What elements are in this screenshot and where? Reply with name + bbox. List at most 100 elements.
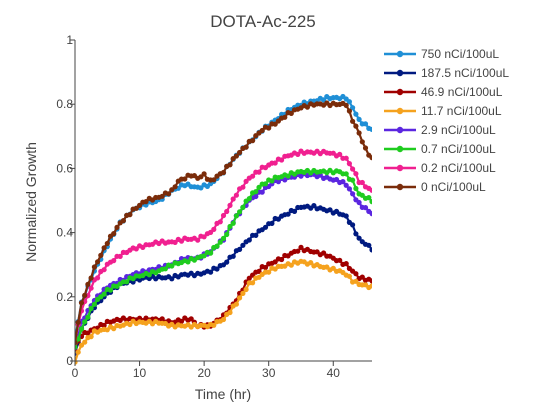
data-point (259, 127, 265, 134)
data-point (288, 110, 294, 116)
data-point (269, 220, 275, 226)
legend-item: 0.2 nCi/100uL (384, 161, 496, 175)
data-point (88, 285, 94, 291)
data-point (127, 321, 133, 328)
data-point (362, 145, 369, 151)
data-point (85, 314, 91, 320)
data-point (114, 224, 120, 230)
data-point (240, 204, 246, 210)
data-point (95, 259, 101, 265)
data-point (350, 105, 356, 111)
data-point (337, 151, 343, 157)
data-point (279, 157, 285, 163)
data-point (243, 178, 249, 184)
x-tick-label: 40 (327, 366, 341, 380)
data-point (366, 195, 372, 201)
legend-item: 2.9 nCi/100uL (384, 123, 496, 137)
legend-swatch-marker (396, 107, 404, 115)
data-point (143, 199, 149, 205)
data-point (201, 171, 207, 177)
data-point (369, 155, 372, 161)
data-point (327, 207, 333, 213)
data-point (78, 300, 85, 306)
legend-swatch-marker (396, 164, 404, 172)
data-point (340, 179, 346, 185)
data-point (227, 309, 233, 316)
data-point (353, 171, 359, 177)
data-point (95, 275, 101, 281)
data-point (101, 291, 107, 297)
data-point (214, 243, 220, 249)
data-point (366, 242, 372, 248)
data-point (88, 334, 94, 340)
data-point (356, 235, 362, 241)
legend-item: 0 nCi/100uL (384, 180, 486, 194)
data-point (272, 121, 278, 127)
data-point (208, 250, 214, 256)
data-point (359, 179, 365, 186)
data-point (369, 211, 372, 217)
data-point (111, 326, 117, 332)
legend-label: 187.5 nCi/100uL (421, 66, 509, 80)
data-point (182, 176, 188, 182)
data-point (137, 202, 143, 208)
legend-label: 0 nCi/100uL (421, 180, 486, 194)
data-point (253, 189, 259, 195)
series-5 (75, 167, 372, 350)
data-point (343, 155, 349, 161)
data-point (250, 173, 256, 179)
data-point (243, 286, 249, 293)
data-point (159, 316, 165, 322)
data-point (350, 166, 356, 172)
data-point (369, 278, 372, 284)
legend-item: 187.5 nCi/100uL (384, 66, 509, 80)
legend-item: 0.7 nCi/100uL (384, 142, 496, 156)
series-group (75, 93, 372, 365)
data-point (359, 274, 365, 280)
data-point (227, 162, 233, 168)
data-point (217, 239, 223, 245)
data-point (208, 269, 214, 275)
series-3 (75, 258, 372, 365)
data-point (75, 349, 81, 355)
legend-swatch-marker (396, 183, 404, 191)
legend-label: 11.7 nCi/100uL (421, 104, 502, 118)
data-point (220, 212, 227, 219)
data-point (343, 171, 349, 177)
legend-item: 11.7 nCi/100uL (384, 104, 502, 118)
data-point (311, 203, 317, 209)
data-point (272, 160, 278, 166)
data-point (217, 219, 223, 225)
data-point (127, 212, 133, 218)
data-point (211, 322, 217, 328)
data-point (337, 257, 343, 263)
data-point (353, 271, 359, 277)
legend-swatch-marker (396, 88, 404, 96)
data-point (75, 319, 81, 325)
data-point (356, 199, 362, 206)
data-point (321, 97, 327, 103)
data-point (162, 266, 168, 272)
data-point (201, 234, 207, 240)
data-point (304, 104, 310, 110)
data-point (146, 272, 152, 278)
data-point (346, 99, 352, 105)
data-point (240, 290, 246, 296)
legend-label: 46.9 nCi/100uL (421, 85, 503, 99)
data-point (224, 208, 230, 215)
data-point (120, 218, 126, 224)
y-tick-label: 0.2 (56, 290, 73, 304)
data-point (369, 247, 372, 253)
data-point (240, 184, 246, 190)
data-point (353, 123, 359, 129)
data-point (91, 301, 97, 307)
data-point (256, 184, 262, 190)
data-point (308, 260, 314, 266)
y-tick-label: 0.6 (56, 161, 73, 175)
data-point (262, 224, 269, 230)
data-point (98, 252, 104, 258)
legend-swatch-marker (396, 69, 404, 77)
data-point (211, 226, 217, 232)
